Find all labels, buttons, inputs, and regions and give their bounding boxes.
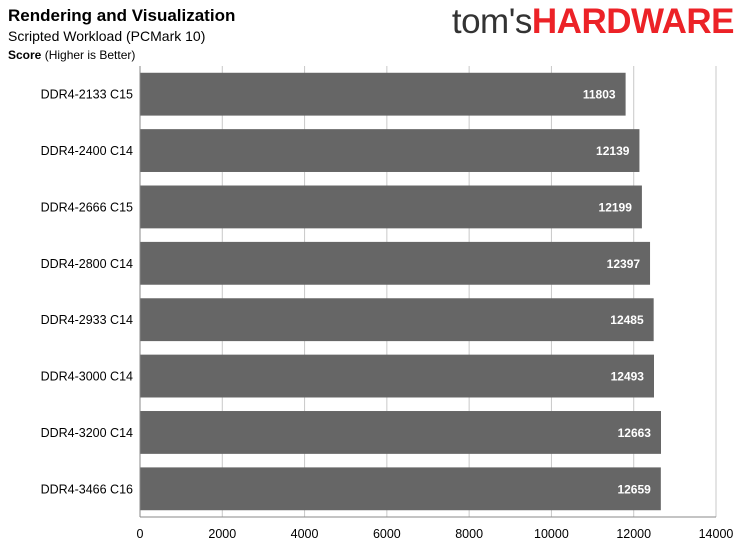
x-tick-label: 12000 <box>616 527 651 541</box>
chart-title: Rendering and Visualization <box>8 6 236 25</box>
metric-label: Score (Higher is Better) <box>8 48 135 62</box>
logo-part-hardware: HARDWARE <box>531 2 735 41</box>
bar-value-label: 11803 <box>583 88 616 102</box>
category-label: DDR4-2400 C14 <box>41 144 133 158</box>
bar-value-label: 12485 <box>610 313 644 327</box>
x-tick-label: 2000 <box>208 527 236 541</box>
logo-part-toms: tom's <box>451 2 533 41</box>
bar <box>140 354 654 398</box>
bar-value-label: 12659 <box>617 482 651 496</box>
bar-value-label: 12397 <box>607 257 641 271</box>
x-tick-label: 4000 <box>291 527 319 541</box>
bar <box>140 72 626 116</box>
x-tick-label: 10000 <box>534 527 569 541</box>
x-tick-label: 14000 <box>699 527 734 541</box>
metric-label-bold: Score <box>8 48 42 62</box>
bar <box>140 411 661 454</box>
bar <box>140 185 642 229</box>
bar-value-label: 12663 <box>618 426 652 440</box>
bar-value-label: 12493 <box>611 370 645 384</box>
chart-subtitle: Scripted Workload (PCMark 10) <box>8 28 206 44</box>
category-label: DDR4-2133 C15 <box>41 88 133 102</box>
category-label: DDR4-3466 C16 <box>41 482 133 496</box>
bar <box>140 467 661 511</box>
x-tick-label: 0 <box>137 527 144 541</box>
x-tick-label: 8000 <box>455 527 483 541</box>
metric-label-rest: (Higher is Better) <box>41 48 136 62</box>
toms-hardware-logo: tom'sHARDWARE <box>451 2 735 42</box>
bar <box>140 241 651 285</box>
bar <box>140 129 640 172</box>
category-label: DDR4-2666 C15 <box>41 200 133 214</box>
bar-value-label: 12139 <box>596 144 630 158</box>
bar <box>140 298 654 342</box>
category-label: DDR4-2933 C14 <box>41 313 133 327</box>
category-label: DDR4-3200 C14 <box>41 426 133 440</box>
category-label: DDR4-2800 C14 <box>41 257 133 271</box>
x-tick-label: 6000 <box>373 527 401 541</box>
bar-value-label: 12199 <box>599 200 633 214</box>
category-label: DDR4-3000 C14 <box>41 370 133 384</box>
